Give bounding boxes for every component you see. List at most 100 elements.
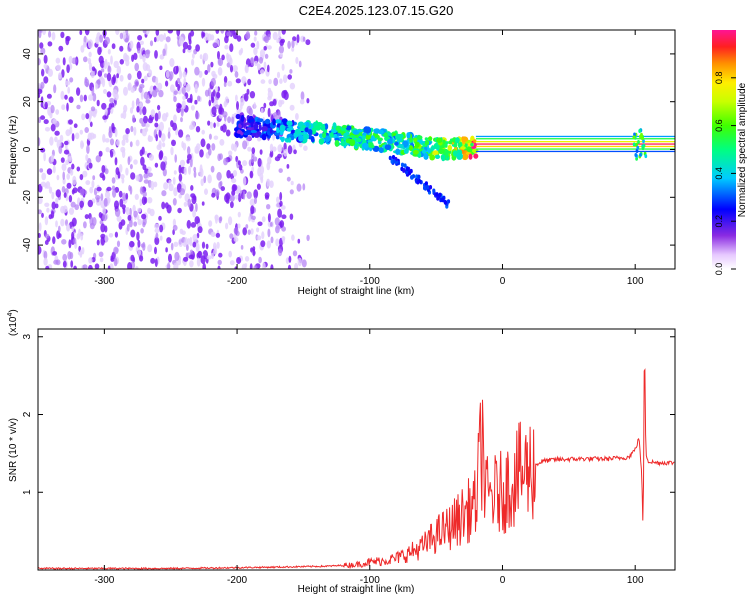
noise-cell bbox=[289, 69, 293, 74]
noise-cell bbox=[84, 30, 90, 36]
noise-cell bbox=[287, 145, 293, 155]
noise-cell bbox=[169, 58, 175, 67]
noise-cell bbox=[165, 36, 171, 43]
noise-cell bbox=[129, 207, 132, 217]
noise-cell bbox=[182, 95, 186, 101]
noise-cell bbox=[61, 69, 65, 78]
signal-cell bbox=[456, 152, 463, 160]
noise-cell bbox=[155, 30, 160, 36]
noise-cell bbox=[260, 176, 264, 184]
noise-cell bbox=[196, 232, 200, 239]
signal-cell bbox=[332, 122, 337, 130]
noise-cell bbox=[126, 223, 130, 232]
noise-cell bbox=[48, 30, 52, 38]
noise-cell bbox=[229, 43, 234, 53]
y-tick-label: -40 bbox=[22, 237, 33, 252]
noise-cell bbox=[257, 63, 261, 71]
noise-cell bbox=[111, 177, 116, 184]
signal-cell bbox=[248, 115, 254, 120]
noise-cell bbox=[279, 191, 283, 201]
noise-cell bbox=[216, 171, 222, 181]
noise-cell bbox=[173, 170, 177, 175]
noise-cell bbox=[97, 70, 103, 77]
noise-cell bbox=[215, 30, 220, 34]
noise-cell bbox=[125, 167, 129, 176]
noise-cell bbox=[166, 237, 172, 244]
noise-cell bbox=[143, 91, 149, 100]
noise-cell bbox=[72, 175, 77, 186]
noise-cell bbox=[137, 239, 141, 248]
noise-cell bbox=[190, 105, 195, 111]
noise-cell bbox=[89, 222, 95, 230]
signal-cell bbox=[378, 147, 384, 154]
noise-cell bbox=[193, 170, 197, 178]
noise-cell bbox=[50, 154, 55, 163]
noise-cell bbox=[79, 200, 84, 208]
noise-cell bbox=[194, 216, 200, 225]
noise-cell bbox=[178, 164, 182, 174]
signal-cell bbox=[341, 127, 347, 132]
noise-cell bbox=[40, 115, 46, 120]
signal-cell bbox=[324, 123, 329, 130]
noise-cell bbox=[114, 208, 121, 217]
noise-cell bbox=[129, 40, 134, 49]
noise-cell bbox=[139, 40, 144, 45]
noise-cell bbox=[71, 163, 75, 170]
noise-cell bbox=[189, 236, 193, 247]
signal-cell bbox=[294, 128, 301, 135]
noise-cell bbox=[267, 107, 271, 118]
signal-cell bbox=[286, 120, 293, 126]
noise-cell bbox=[40, 147, 46, 153]
noise-cell bbox=[38, 83, 41, 88]
noise-cell bbox=[99, 257, 104, 263]
noise-cell bbox=[193, 166, 197, 172]
signal-cell bbox=[455, 137, 460, 144]
noise-cell bbox=[198, 70, 203, 78]
noise-cell bbox=[38, 209, 42, 215]
noise-cell bbox=[147, 172, 153, 178]
noise-cell bbox=[112, 89, 118, 98]
noise-cell bbox=[83, 94, 88, 102]
noise-cell bbox=[176, 30, 181, 37]
noise-cell bbox=[173, 96, 177, 103]
noise-cell bbox=[82, 170, 88, 178]
noise-cell bbox=[179, 159, 186, 167]
signal-cell bbox=[412, 149, 419, 155]
noise-cell bbox=[133, 126, 137, 136]
noise-cell bbox=[104, 191, 111, 199]
noise-cell bbox=[306, 98, 310, 104]
noise-cell bbox=[79, 188, 85, 196]
signal-cell bbox=[269, 127, 273, 134]
noise-cell bbox=[183, 166, 187, 176]
noise-cell bbox=[165, 70, 170, 79]
noise-cell bbox=[98, 55, 104, 64]
noise-cell bbox=[88, 51, 92, 58]
snr-xlabel: Height of straight line (km) bbox=[298, 584, 415, 595]
signal-cell bbox=[383, 132, 388, 138]
noise-cell bbox=[280, 205, 286, 210]
signal-cell bbox=[434, 154, 441, 159]
noise-cell bbox=[116, 215, 122, 222]
noise-cell bbox=[38, 137, 41, 147]
noise-cell bbox=[104, 234, 109, 243]
noise-cell bbox=[173, 114, 177, 123]
noise-cell bbox=[96, 239, 100, 246]
noise-cell bbox=[221, 124, 227, 133]
noise-cell bbox=[83, 221, 87, 229]
noise-cell bbox=[66, 173, 70, 180]
noise-cell bbox=[39, 42, 44, 49]
carrier-band bbox=[475, 135, 675, 138]
noise-cell bbox=[277, 110, 281, 120]
noise-cell bbox=[38, 30, 42, 39]
signal-cell bbox=[340, 140, 346, 147]
signal-cell bbox=[634, 153, 638, 157]
noise-cell bbox=[278, 30, 281, 39]
noise-cell bbox=[224, 35, 229, 44]
signal-cell bbox=[298, 134, 304, 142]
noise-cell bbox=[214, 214, 218, 224]
noise-cell bbox=[56, 174, 60, 181]
x-tick-label: -300 bbox=[94, 276, 114, 287]
noise-cell bbox=[145, 49, 151, 55]
noise-cell bbox=[190, 222, 197, 228]
noise-cell bbox=[50, 123, 56, 132]
